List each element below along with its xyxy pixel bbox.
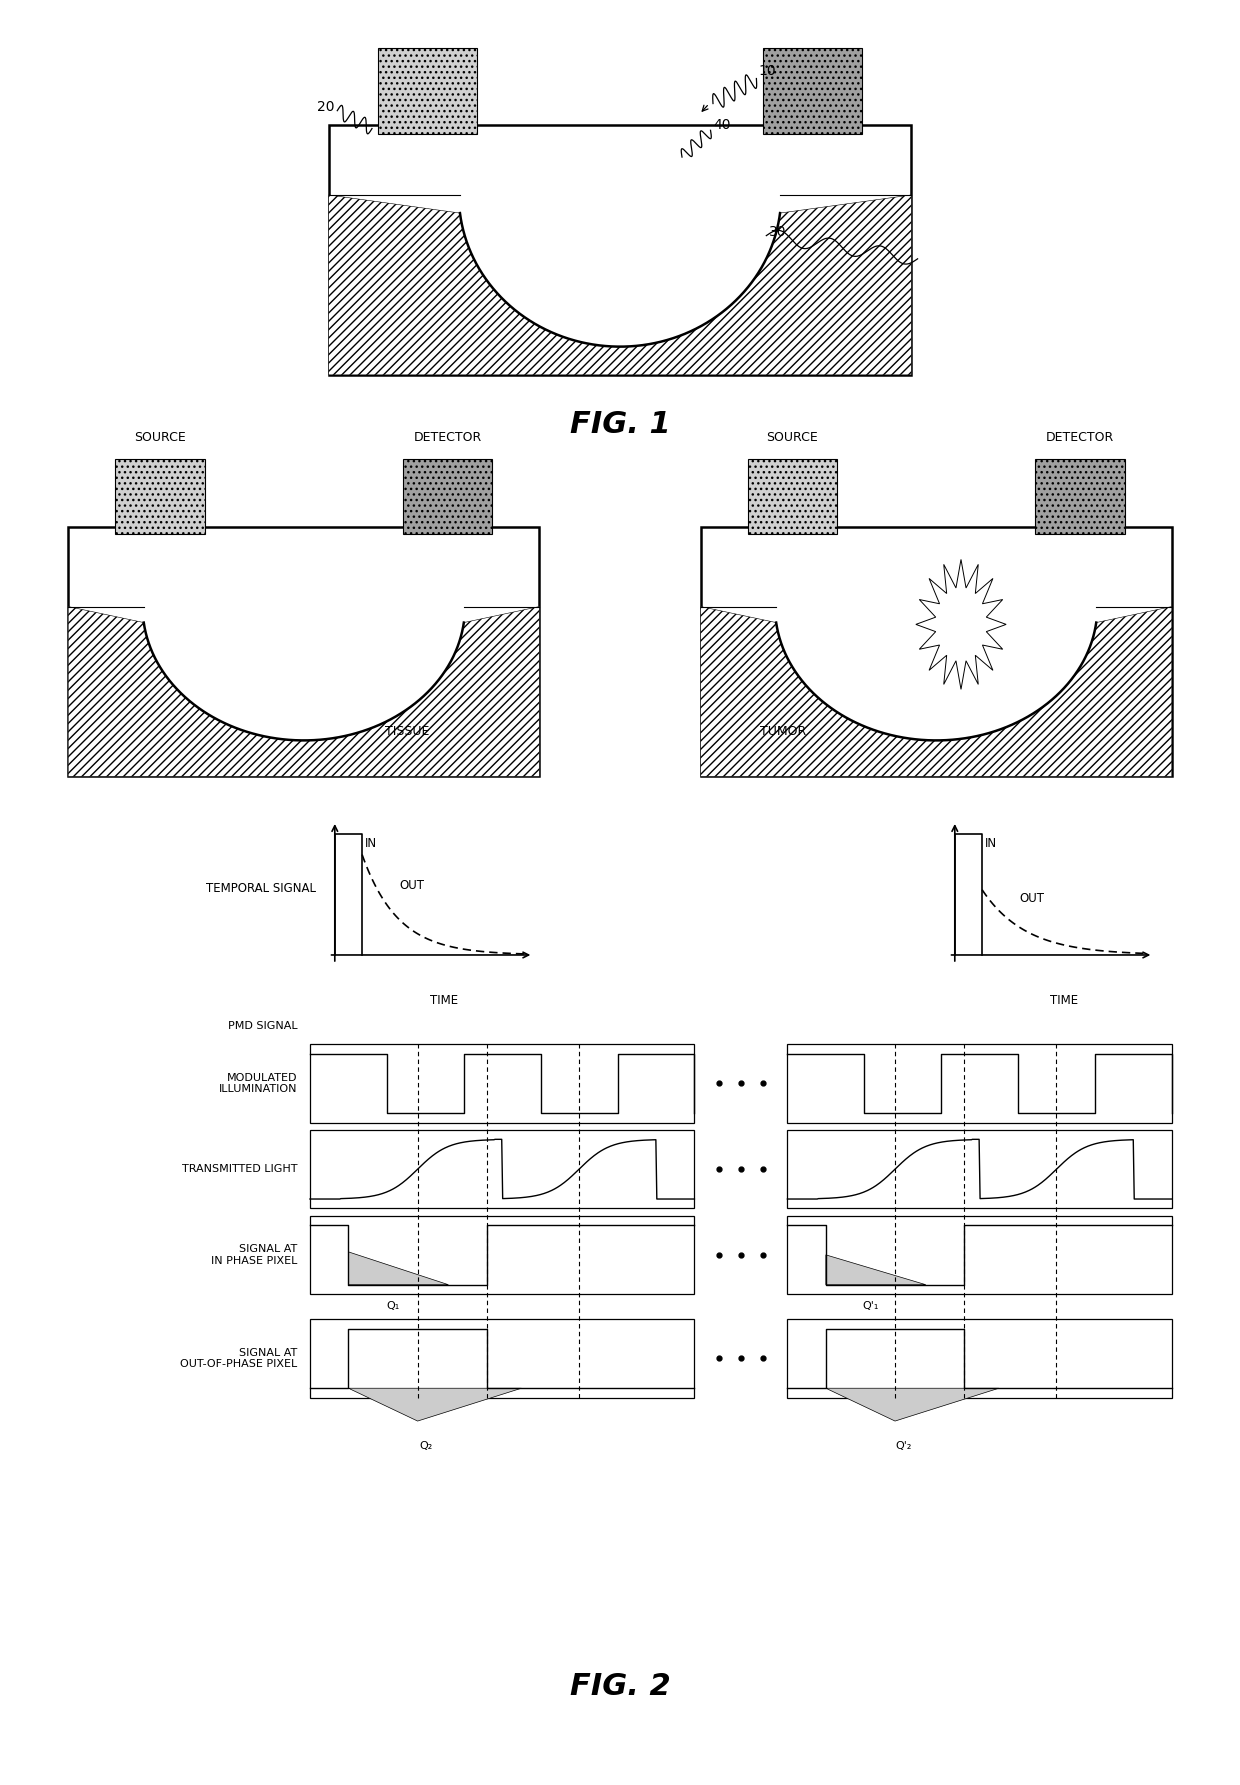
Text: IN: IN	[985, 837, 997, 850]
Text: FIG. 1: FIG. 1	[569, 411, 671, 439]
Text: PMD SIGNAL: PMD SIGNAL	[228, 1021, 298, 1032]
Bar	[787, 1044, 1172, 1123]
Text: SIGNAL AT
IN PHASE PIXEL: SIGNAL AT IN PHASE PIXEL	[211, 1244, 298, 1266]
Bar	[763, 48, 862, 134]
Polygon shape	[348, 1389, 521, 1421]
Text: Q'₁: Q'₁	[863, 1301, 879, 1312]
Polygon shape	[348, 1251, 449, 1285]
Text: DETECTOR: DETECTOR	[1045, 432, 1115, 444]
Text: TIME: TIME	[1050, 994, 1078, 1007]
Text: IN: IN	[365, 837, 377, 850]
Text: TIME: TIME	[430, 994, 458, 1007]
Bar	[378, 48, 477, 134]
Text: 20: 20	[317, 100, 335, 114]
Text: OUT: OUT	[399, 878, 424, 892]
Text: SIGNAL AT
OUT-OF-PHASE PIXEL: SIGNAL AT OUT-OF-PHASE PIXEL	[180, 1348, 298, 1369]
Bar	[787, 1319, 1172, 1398]
Bar	[310, 1319, 694, 1398]
Text: OUT: OUT	[1019, 892, 1044, 905]
Text: Q'₂: Q'₂	[895, 1440, 911, 1451]
Text: DETECTOR: DETECTOR	[413, 432, 482, 444]
Text: Q₂: Q₂	[419, 1440, 433, 1451]
Polygon shape	[916, 559, 1006, 689]
Bar	[748, 459, 837, 534]
Polygon shape	[701, 607, 1172, 776]
Bar	[701, 527, 1172, 776]
Text: MODULATED
ILLUMINATION: MODULATED ILLUMINATION	[219, 1073, 298, 1094]
Text: SOURCE: SOURCE	[134, 432, 186, 444]
Bar	[310, 1044, 694, 1123]
Bar	[310, 1216, 694, 1294]
Text: Q₁: Q₁	[387, 1301, 401, 1312]
Bar	[787, 1216, 1172, 1294]
Bar	[115, 459, 205, 534]
Text: 30: 30	[769, 225, 786, 239]
Bar	[68, 527, 539, 776]
Text: 10: 10	[759, 64, 776, 79]
Text: TEMPORAL SIGNAL: TEMPORAL SIGNAL	[206, 882, 316, 894]
Text: 40: 40	[713, 118, 730, 132]
Polygon shape	[329, 195, 911, 375]
Text: FIG. 2: FIG. 2	[569, 1673, 671, 1701]
Text: TRANSMITTED LIGHT: TRANSMITTED LIGHT	[182, 1164, 298, 1175]
Polygon shape	[826, 1389, 999, 1421]
Bar	[310, 1130, 694, 1208]
Bar	[787, 1130, 1172, 1208]
Text: TISSUE: TISSUE	[386, 725, 429, 737]
Bar	[403, 459, 492, 534]
Polygon shape	[826, 1255, 926, 1285]
Text: TUMOR: TUMOR	[760, 725, 806, 737]
Bar	[1035, 459, 1125, 534]
Bar	[329, 125, 911, 375]
Text: SOURCE: SOURCE	[766, 432, 818, 444]
Polygon shape	[68, 607, 539, 776]
